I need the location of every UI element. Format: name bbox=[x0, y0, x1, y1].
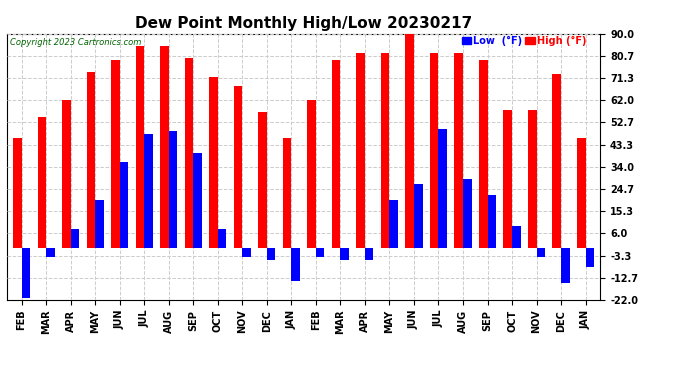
Bar bbox=[291, 248, 300, 281]
Bar bbox=[479, 60, 488, 248]
Bar bbox=[307, 100, 316, 248]
Bar bbox=[234, 86, 242, 248]
Bar bbox=[283, 138, 291, 248]
Bar bbox=[46, 248, 55, 257]
Bar bbox=[463, 179, 471, 248]
Bar bbox=[218, 229, 226, 248]
Bar bbox=[528, 110, 537, 248]
Bar bbox=[553, 74, 561, 248]
Bar bbox=[169, 131, 177, 248]
Bar bbox=[488, 195, 496, 248]
Bar bbox=[332, 60, 340, 248]
Bar bbox=[537, 248, 545, 257]
Bar bbox=[86, 72, 95, 248]
Bar bbox=[586, 248, 594, 267]
Bar bbox=[577, 138, 586, 248]
Bar bbox=[144, 134, 152, 248]
Bar bbox=[430, 53, 438, 248]
Bar bbox=[504, 110, 512, 248]
Bar bbox=[209, 76, 218, 248]
Bar bbox=[111, 60, 119, 248]
Bar bbox=[185, 57, 193, 248]
Bar bbox=[95, 200, 104, 248]
Bar bbox=[267, 248, 275, 259]
Bar bbox=[258, 112, 267, 248]
Legend: Low  (°F), High (°F): Low (°F), High (°F) bbox=[462, 36, 586, 46]
Bar bbox=[455, 53, 463, 248]
Bar bbox=[119, 162, 128, 248]
Bar bbox=[365, 248, 373, 259]
Bar bbox=[70, 229, 79, 248]
Bar bbox=[193, 153, 202, 248]
Bar bbox=[438, 129, 447, 248]
Bar bbox=[37, 117, 46, 248]
Bar bbox=[405, 32, 414, 248]
Title: Dew Point Monthly High/Low 20230217: Dew Point Monthly High/Low 20230217 bbox=[135, 16, 472, 31]
Bar bbox=[21, 248, 30, 298]
Bar bbox=[136, 46, 144, 248]
Bar bbox=[561, 248, 570, 284]
Bar bbox=[316, 248, 324, 257]
Bar bbox=[62, 100, 70, 248]
Bar bbox=[512, 226, 521, 248]
Bar bbox=[340, 248, 349, 259]
Text: Copyright 2023 Cartronics.com: Copyright 2023 Cartronics.com bbox=[10, 38, 141, 47]
Bar bbox=[389, 200, 398, 248]
Bar bbox=[160, 46, 169, 248]
Bar bbox=[356, 53, 365, 248]
Bar bbox=[242, 248, 251, 257]
Bar bbox=[13, 138, 21, 248]
Bar bbox=[414, 183, 422, 248]
Bar bbox=[381, 53, 389, 248]
